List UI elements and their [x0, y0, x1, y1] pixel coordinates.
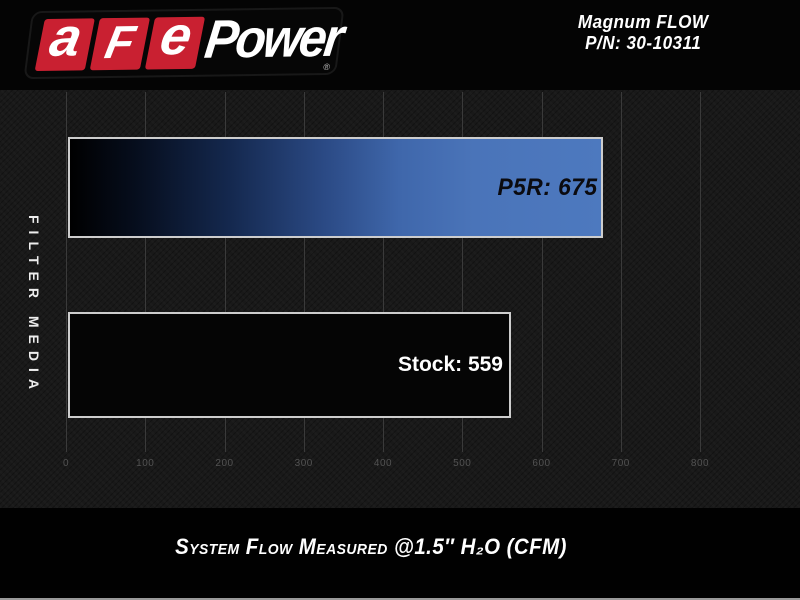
bar-stock: Stock: 559 — [68, 312, 511, 418]
footer: System Flow Measured @1.5″ H₂O (CFM) — [0, 508, 800, 600]
header: a F e Power ® Magnum FLOW P/N: 30-10311 — [0, 0, 800, 90]
product-info: Magnum FLOW P/N: 30-10311 — [577, 12, 708, 54]
product-part-number: P/N: 30-10311 — [584, 33, 701, 53]
logo-tile-a: a — [34, 7, 95, 72]
bar-p5r: P5R: 675 — [68, 137, 603, 238]
registered-trademark-icon: ® — [322, 61, 331, 73]
gridline — [700, 92, 701, 452]
x-tick-label: 0 — [62, 458, 70, 469]
gridline — [383, 92, 384, 452]
logo-letter: F — [101, 15, 140, 69]
gridline — [303, 92, 305, 452]
gridline — [145, 92, 147, 452]
gridline — [620, 92, 622, 452]
bar-p5r-value-label: P5R: 675 — [497, 173, 598, 201]
product-line-name: Magnum FLOW — [577, 12, 708, 32]
flow-comparison-chart: FILTER MEDIA P5R: 675 Stock: 559 0 100 200… — [0, 90, 800, 508]
x-tick-label: 200 — [215, 458, 234, 469]
bottom-divider — [0, 598, 800, 600]
gridline — [66, 92, 67, 452]
x-tick-label: 500 — [453, 458, 472, 469]
afe-power-logo: a F e Power ® — [23, 6, 345, 80]
bar-stock-value-label: Stock: 559 — [397, 353, 503, 376]
x-axis-ticks: 0 100 200 300 400 500 600 700 800 — [62, 458, 709, 474]
y-axis-label: FILTER MEDIA — [26, 215, 42, 396]
logo-letter: e — [155, 5, 198, 67]
x-tick-label: 700 — [611, 458, 630, 469]
gridline — [541, 92, 543, 452]
logo-tile-e: e — [144, 6, 206, 70]
x-tick-label: 800 — [690, 458, 710, 469]
x-tick-label: 400 — [373, 458, 393, 469]
gridline — [224, 92, 226, 452]
gridline — [462, 92, 464, 452]
x-tick-label: 100 — [136, 458, 155, 469]
logo-tile-f: F — [89, 15, 151, 71]
x-tick-label: 600 — [532, 458, 551, 469]
x-tick-label: 300 — [294, 458, 313, 469]
logo-letter: a — [45, 7, 88, 68]
chart-caption: System Flow Measured @1.5″ H₂O (CFM) — [175, 534, 567, 559]
gridlines — [66, 92, 701, 452]
